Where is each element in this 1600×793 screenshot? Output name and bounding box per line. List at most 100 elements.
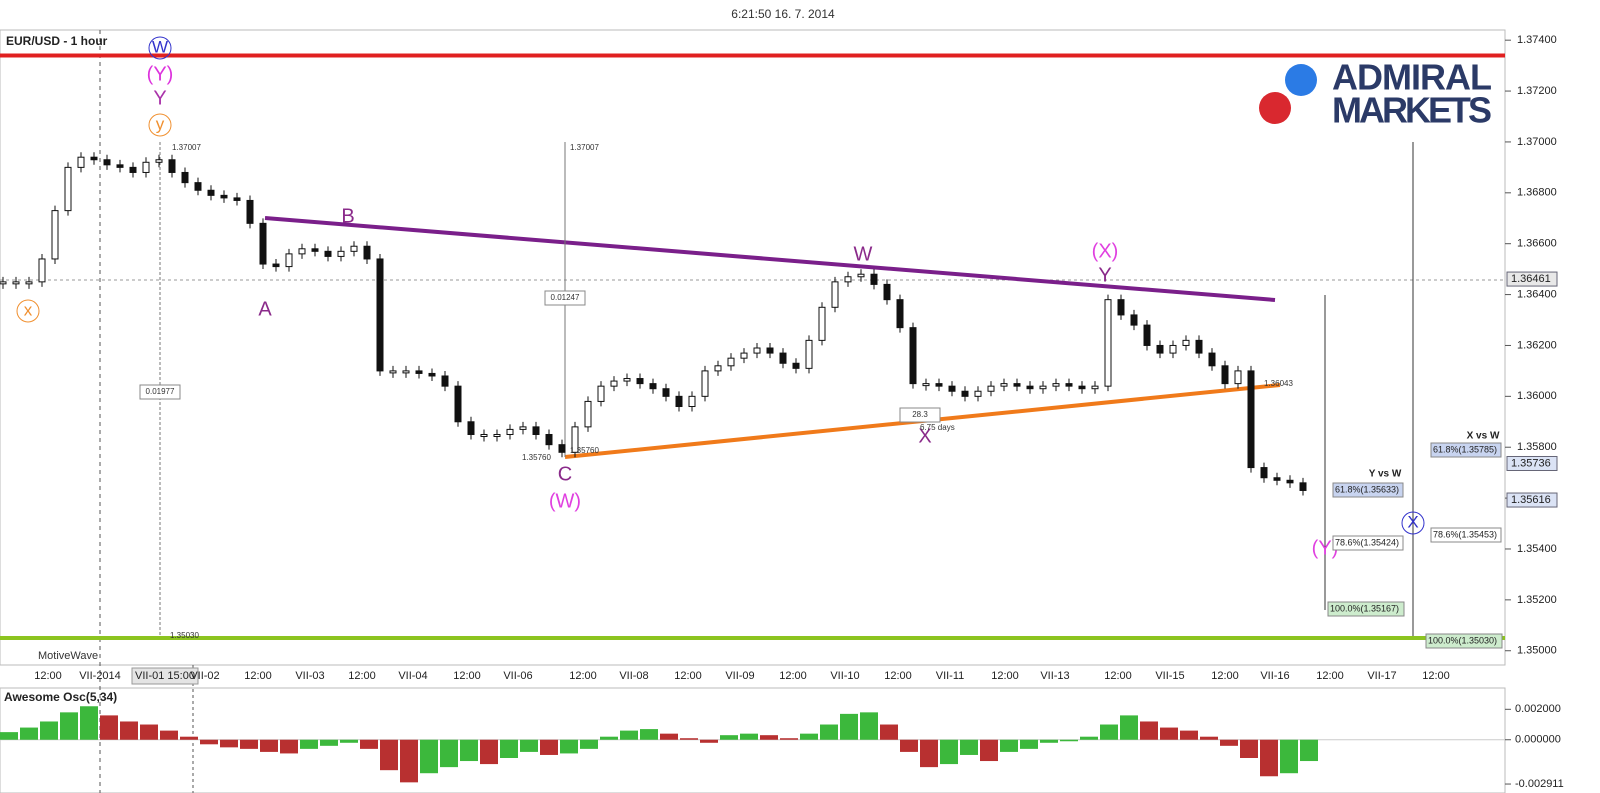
osc-bar — [1060, 739, 1078, 742]
x-tick-label: 12:00 — [1211, 670, 1239, 682]
candle — [831, 281, 839, 308]
price-marker — [1506, 455, 1558, 471]
candle — [597, 385, 605, 402]
x-tick-label: 12:00 — [1316, 670, 1344, 682]
candle — [194, 182, 202, 191]
candle — [805, 339, 813, 369]
y-tick-label: 1.35800 — [1517, 441, 1557, 453]
candle — [259, 222, 267, 265]
osc-bar — [880, 724, 898, 740]
candle — [792, 362, 800, 369]
osc-bar — [1040, 739, 1058, 743]
osc-bar — [500, 739, 518, 758]
candle — [1156, 344, 1164, 354]
candle — [779, 352, 787, 364]
candle — [1000, 383, 1008, 387]
wave-label: (W) — [549, 490, 581, 512]
x-tick-label: VII-02 — [190, 670, 219, 682]
osc-bar — [440, 739, 458, 768]
candle — [896, 299, 904, 329]
x-tick-label: VII-15 — [1155, 670, 1184, 682]
osc-bar — [400, 739, 418, 783]
osc-bar — [1080, 736, 1098, 740]
candle — [649, 383, 657, 390]
fib-label: 100.0%(1.35167) — [1330, 603, 1399, 613]
candle — [77, 156, 85, 168]
candle — [1234, 370, 1242, 385]
osc-bar — [660, 733, 678, 740]
candle — [558, 444, 566, 453]
candle — [12, 281, 20, 285]
wave-circle — [148, 113, 172, 137]
measure-label: 28.3 — [912, 410, 928, 419]
candle — [506, 428, 514, 435]
logo-dot — [1259, 92, 1291, 124]
osc-bar — [920, 739, 938, 768]
osc-bar — [80, 706, 98, 740]
oscillator-title: Awesome Osc(5,34) — [4, 690, 117, 704]
candle — [1208, 352, 1216, 367]
fib-label: 78.6%(1.35453) — [1433, 529, 1497, 539]
candle — [103, 159, 111, 166]
candle — [1026, 385, 1034, 390]
price-marker-label: 1.35616 — [1511, 494, 1551, 506]
candle — [922, 383, 930, 387]
candle — [1247, 370, 1255, 469]
x-tick-label: 12:00 — [674, 670, 702, 682]
candle — [480, 433, 488, 437]
osc-bar — [160, 730, 178, 740]
candle — [233, 197, 241, 201]
measure-box — [899, 407, 941, 423]
candle — [987, 385, 995, 392]
candle — [1130, 314, 1138, 326]
candle — [1260, 467, 1268, 479]
candle — [389, 370, 397, 374]
y-tick-label: 1.37200 — [1517, 85, 1557, 97]
candle — [584, 400, 592, 428]
candle — [1273, 477, 1281, 481]
x-tick-label: VII-04 — [398, 670, 427, 682]
candle — [116, 164, 124, 168]
candle — [376, 258, 384, 372]
price-marker — [1506, 271, 1558, 287]
osc-bar — [1120, 715, 1138, 740]
price-pane — [0, 29, 1506, 666]
x-tick-label: VII-10 — [830, 670, 859, 682]
x-tick-label: VII-13 — [1040, 670, 1069, 682]
osc-bar — [1020, 739, 1038, 749]
footer-brand: MotiveWave — [38, 650, 98, 662]
osc-bar — [40, 721, 58, 740]
candle — [532, 426, 540, 435]
wave-label: (Y) — [147, 63, 174, 85]
osc-bar — [1000, 739, 1018, 752]
candle — [701, 370, 709, 397]
osc-bar — [380, 739, 398, 771]
wave-label: Y — [153, 87, 166, 109]
osc-bar — [900, 739, 918, 752]
candle — [935, 383, 943, 387]
x-tick-label: 12:00 — [884, 670, 912, 682]
candle — [64, 166, 72, 212]
oscillator-pane — [0, 687, 1506, 793]
candle — [142, 161, 150, 173]
x-tick-label: VII-11 — [936, 670, 965, 682]
osc-bar — [1100, 724, 1118, 740]
osc-bar — [340, 739, 358, 743]
candle — [688, 395, 696, 408]
x-tick-label: 12:00 — [453, 670, 481, 682]
wave-label: C — [558, 463, 572, 485]
candle — [415, 370, 423, 374]
candle — [1169, 344, 1177, 354]
osc-bar — [580, 739, 598, 749]
candle — [272, 263, 280, 268]
price-marker-label: 1.36461 — [1511, 273, 1551, 285]
candle — [25, 281, 33, 285]
osc-bar — [60, 712, 78, 740]
wave-label: W — [854, 243, 873, 265]
x-tick-label: VII-01 15:00 — [135, 670, 195, 682]
candle — [766, 347, 774, 354]
measure-label: 1.35760 — [570, 446, 599, 455]
osc-bar — [560, 739, 578, 754]
candle — [90, 156, 98, 161]
osc-bar — [700, 739, 718, 743]
